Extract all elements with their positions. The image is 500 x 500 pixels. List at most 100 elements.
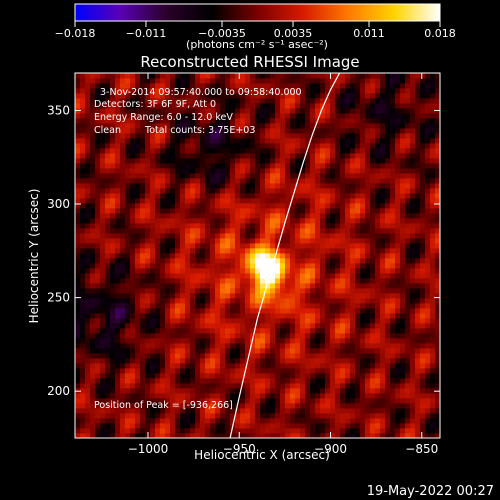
heatmap-cell [105,218,111,224]
heatmap-cell [240,383,246,389]
heatmap-cell [80,418,86,424]
heatmap-cell [100,253,106,259]
heatmap-cell [340,298,346,304]
heatmap-cell [270,318,276,324]
heatmap-cell [175,303,181,309]
heatmap-cell [350,193,356,199]
heatmap-cell [335,268,341,274]
heatmap-cell [100,173,106,179]
heatmap-cell [220,403,226,409]
heatmap-cell [100,378,106,384]
heatmap-cell [430,353,436,359]
heatmap-cell [135,413,141,419]
heatmap-cell [315,343,321,349]
heatmap-cell [385,293,391,299]
heatmap-cell [150,153,156,159]
heatmap-cell [155,103,161,109]
heatmap-cell [180,363,186,369]
heatmap-cell [180,343,186,349]
heatmap-cell [335,113,341,119]
heatmap-cell [220,213,226,219]
heatmap-cell [305,173,311,179]
heatmap-cell [420,98,426,104]
heatmap-cell [295,243,301,249]
heatmap-cell [90,323,96,329]
heatmap-cell [135,328,141,334]
heatmap-cell [140,358,146,364]
heatmap-cell [205,178,211,184]
heatmap-cell [245,233,251,239]
heatmap-cell [350,303,356,309]
heatmap-cell [155,168,161,174]
heatmap-cell [175,128,181,134]
heatmap-cell [220,238,226,244]
heatmap-cell [415,338,421,344]
heatmap-cell [390,243,396,249]
heatmap-cell [245,308,251,314]
heatmap-cell [340,183,346,189]
heatmap-cell [120,113,126,119]
heatmap-cell [395,333,401,339]
heatmap-cell [385,388,391,394]
heatmap-cell [140,268,146,274]
heatmap-cell [160,128,166,134]
heatmap-cell [420,353,426,359]
heatmap-cell [435,238,440,244]
heatmap-cell [275,118,281,124]
heatmap-cell [250,278,256,284]
heatmap-cell [145,148,151,154]
heatmap-cell [325,343,331,349]
heatmap-cell [290,208,296,214]
heatmap-cell [300,263,306,269]
heatmap-cell [310,303,316,309]
heatmap-cell [190,353,196,359]
heatmap-cell [240,233,246,239]
heatmap-cell [375,203,381,209]
heatmap-cell [165,148,171,154]
heatmap-cell [170,313,176,319]
heatmap-cell [195,148,201,154]
heatmap-cell [395,113,401,119]
heatmap-cell [285,213,291,219]
heatmap-cell [310,378,316,384]
heatmap-cell [295,113,301,119]
heatmap-cell [300,113,306,119]
heatmap-cell [145,268,151,274]
heatmap-cell [245,138,251,144]
heatmap-cell [160,233,166,239]
heatmap-cell [385,263,391,269]
heatmap-cell [75,183,81,189]
heatmap-cell [360,323,366,329]
heatmap-cell [295,388,301,394]
heatmap-cell [435,338,440,344]
heatmap-cell [300,358,306,364]
heatmap-cell [270,313,276,319]
chart-title: Reconstructed RHESSI Image [140,53,359,71]
heatmap-cell [175,218,181,224]
heatmap-cell [175,328,181,334]
heatmap-cell [350,228,356,234]
heatmap-cell [100,233,106,239]
heatmap-cell [380,303,386,309]
heatmap-cell [80,433,86,438]
heatmap-cell [435,388,440,394]
heatmap-cell [145,263,151,269]
heatmap-cell [305,248,311,254]
heatmap-cell [405,123,411,129]
heatmap-cell [315,128,321,134]
heatmap-cell [255,118,261,124]
heatmap-cell [175,368,181,374]
heatmap-cell [330,283,336,289]
heatmap-cell [170,333,176,339]
heatmap-cell [255,143,261,149]
heatmap-cell [355,138,361,144]
heatmap-cell [300,293,306,299]
heatmap-cell [105,413,111,419]
heatmap-cell [285,233,291,239]
heatmap-cell [310,118,316,124]
heatmap-cell [255,428,261,434]
heatmap-cell [430,313,436,319]
heatmap-cell [340,248,346,254]
heatmap-cell [145,113,151,119]
heatmap-cell [425,218,431,224]
